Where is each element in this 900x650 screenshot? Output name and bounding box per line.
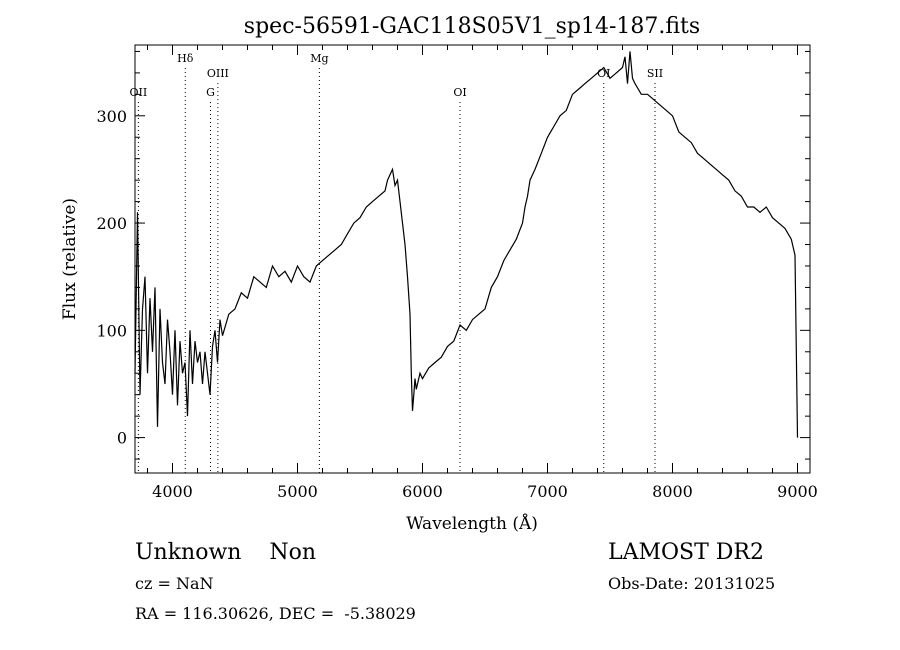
chart-title: spec-56591-GAC118S05V1_sp14-187.fits bbox=[244, 14, 700, 39]
line-label: Hδ bbox=[177, 52, 194, 65]
line-label: SII bbox=[647, 67, 663, 80]
line-label: OI bbox=[453, 86, 466, 99]
y-tick-label: 200 bbox=[96, 214, 127, 233]
y-axis-label: Flux (relative) bbox=[60, 198, 80, 320]
line-label: OIII bbox=[207, 67, 229, 80]
survey-label: LAMOST DR2 bbox=[608, 540, 764, 565]
x-tick-label: 7000 bbox=[527, 482, 568, 501]
y-tick-label: 300 bbox=[96, 107, 127, 126]
cz-label: cz = NaN bbox=[135, 574, 214, 593]
plot-frame bbox=[134, 44, 811, 474]
plot-area: OII Hδ G OIII Mg OI OI SII 4000 5000 6000 7000 8000 9… bbox=[96, 44, 818, 501]
radec-label: RA = 116.30626, DEC = -5.38029 bbox=[135, 604, 416, 623]
x-tick-label: 9000 bbox=[777, 482, 818, 501]
x-tick-label: 6000 bbox=[402, 482, 443, 501]
obsdate-label: Obs-Date: 20131025 bbox=[608, 574, 776, 593]
spectrum-line bbox=[134, 51, 799, 438]
x-tick-label: 8000 bbox=[652, 482, 693, 501]
line-label: Mg bbox=[310, 52, 328, 65]
x-tick-label: 5000 bbox=[277, 482, 318, 501]
class-label: Unknown Non bbox=[135, 540, 317, 565]
line-label: OII bbox=[130, 86, 148, 99]
y-tick-label: 100 bbox=[96, 321, 127, 340]
y-tick-label: 0 bbox=[117, 429, 127, 448]
x-tick-label: 4000 bbox=[152, 482, 193, 501]
x-axis-label: Wavelength (Å) bbox=[406, 513, 538, 534]
line-label: OI bbox=[597, 67, 610, 80]
line-label: G bbox=[206, 86, 215, 99]
